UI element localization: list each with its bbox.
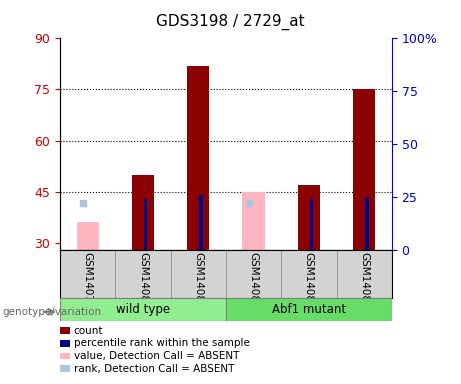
Bar <box>187 66 209 250</box>
Text: GSM140802: GSM140802 <box>248 252 259 315</box>
Bar <box>226 298 392 321</box>
Text: value, Detection Call = ABSENT: value, Detection Call = ABSENT <box>74 351 239 361</box>
Text: Abf1 mutant: Abf1 mutant <box>272 303 346 316</box>
Bar <box>242 192 265 250</box>
Bar <box>353 89 375 250</box>
Bar <box>310 199 313 250</box>
Text: GSM140786: GSM140786 <box>83 252 93 315</box>
Text: genotype/variation: genotype/variation <box>2 307 101 317</box>
Bar <box>77 222 99 250</box>
Bar <box>365 197 369 250</box>
Bar <box>298 185 320 250</box>
Text: count: count <box>74 326 103 336</box>
Bar <box>60 298 226 321</box>
Text: GSM140801: GSM140801 <box>193 252 203 315</box>
Text: GSM140803: GSM140803 <box>304 252 314 315</box>
Text: GSM140804: GSM140804 <box>359 252 369 315</box>
Text: rank, Detection Call = ABSENT: rank, Detection Call = ABSENT <box>74 364 234 374</box>
Text: GSM140800: GSM140800 <box>138 252 148 315</box>
Bar <box>132 175 154 250</box>
Text: wild type: wild type <box>116 303 170 316</box>
Text: percentile rank within the sample: percentile rank within the sample <box>74 338 250 348</box>
Text: GDS3198 / 2729_at: GDS3198 / 2729_at <box>156 13 305 30</box>
Bar <box>199 195 203 250</box>
Bar <box>144 199 148 250</box>
